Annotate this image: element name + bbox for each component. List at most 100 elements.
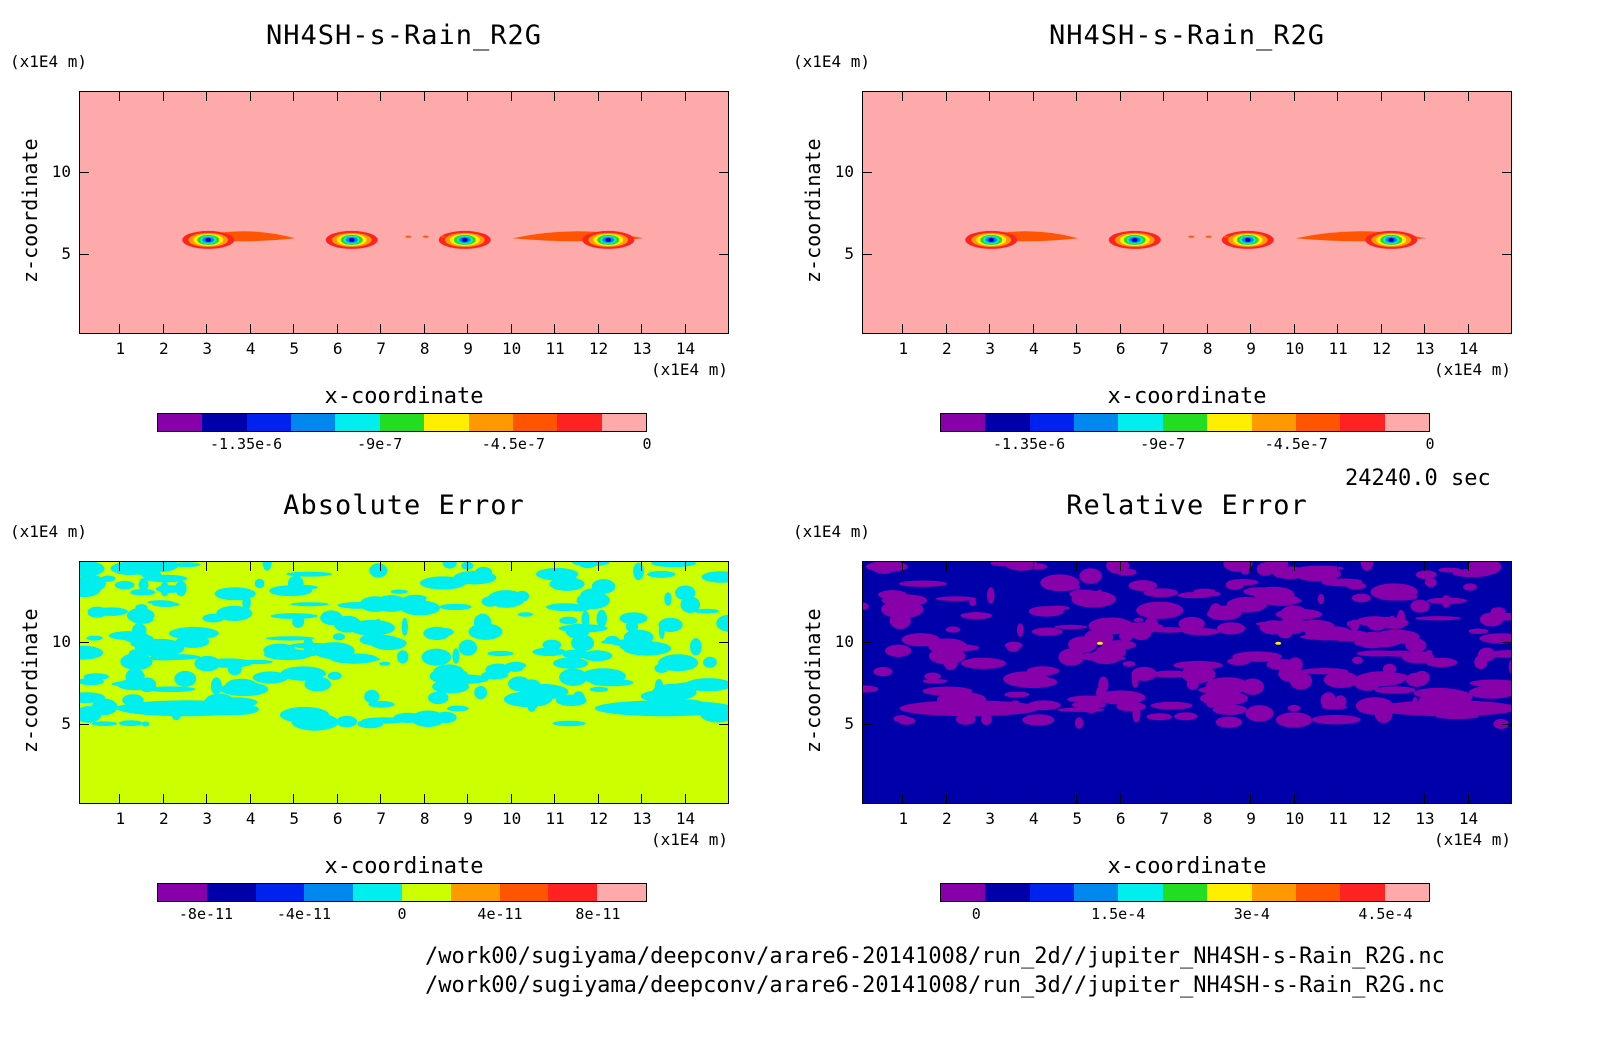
y-tick-mark — [862, 723, 872, 725]
noise-patch — [1131, 670, 1139, 688]
contour-blob — [988, 237, 995, 242]
noise-patch — [1351, 656, 1364, 664]
colorbar-tick-label: 4.5e-4 — [1358, 905, 1413, 923]
colorbar-swatch — [548, 884, 598, 901]
noise-patch — [169, 626, 219, 640]
x-tick-mark — [119, 91, 121, 101]
contour-blob — [1388, 237, 1395, 242]
x-tick-label: 6 — [1115, 809, 1126, 828]
y-tick-label: 5 — [844, 243, 854, 263]
noise-patch — [227, 663, 242, 676]
noise-patch — [485, 663, 512, 676]
chart-panel: Absolute Error (x1E4 m) z-coordinate 1 2 3 4 5 6… — [0, 470, 783, 940]
noise-patch — [960, 612, 993, 620]
x-tick-label: 3 — [202, 809, 213, 828]
x-tick-mark — [1337, 794, 1339, 804]
x-tick-label: 2 — [158, 339, 169, 358]
plot-area — [79, 91, 729, 334]
noise-patch — [922, 678, 948, 684]
y-tick-label: 5 — [61, 713, 71, 733]
noise-patch — [369, 563, 388, 578]
colorbar-swatch — [158, 884, 207, 901]
noise-patch — [1493, 718, 1509, 729]
x-tick-label: 14 — [1458, 339, 1479, 358]
x-tick-label: 2 — [941, 809, 952, 828]
x-tick-label: 10 — [1284, 339, 1305, 358]
x-tick-mark — [554, 324, 556, 334]
noise-patch — [1346, 582, 1367, 590]
plot-svg — [182, 230, 644, 249]
y-unit-label: (x1E4 m) — [793, 522, 871, 541]
x-tick-mark — [510, 91, 512, 101]
noise-patch — [596, 609, 607, 628]
colorbar-tick-label: 0 — [397, 905, 407, 923]
colorbar-swatch — [985, 414, 1030, 431]
colorbar-swatch — [335, 414, 380, 431]
noise-patch — [1226, 596, 1268, 613]
x-tick-mark — [423, 91, 425, 101]
colorbar-tick-label: -1.35e-6 — [209, 435, 283, 453]
x-tick-mark — [510, 794, 512, 804]
colorbar-swatch — [424, 414, 469, 431]
colorbar-swatch — [1074, 884, 1119, 901]
x-tick-mark — [119, 794, 121, 804]
noise-patch — [1287, 704, 1301, 712]
colorbar-swatch — [1207, 414, 1252, 431]
x-tick-mark — [641, 561, 643, 571]
x-tick-label: 8 — [1202, 809, 1213, 828]
y-unit-label: (x1E4 m) — [10, 52, 88, 71]
noise-patch — [1438, 567, 1462, 573]
noise-patch — [572, 562, 610, 567]
noise-patch — [1351, 593, 1371, 603]
noise-patch — [1071, 590, 1117, 608]
noise-patch — [658, 617, 683, 632]
x-tick-mark — [336, 324, 338, 334]
noise-patch — [987, 587, 995, 604]
noise-patch — [421, 648, 452, 666]
noise-patch — [1272, 566, 1308, 580]
noise-patch — [581, 650, 613, 662]
noise-patch — [118, 720, 143, 727]
noise-patch — [447, 705, 469, 712]
noise-patch — [1263, 597, 1302, 605]
x-tick-label: 11 — [545, 809, 565, 828]
noise-patch — [1101, 640, 1137, 650]
plot-area — [79, 561, 729, 804]
x-tick-mark — [380, 794, 382, 804]
y-tick-mark — [79, 253, 89, 255]
noise-patch — [1469, 679, 1511, 687]
x-tick-label: 1 — [898, 339, 909, 358]
noise-patch — [969, 598, 977, 606]
noise-patch — [517, 612, 533, 617]
noise-patch — [1425, 657, 1458, 668]
noise-patch — [120, 653, 153, 671]
x-tick-label: 14 — [1458, 809, 1479, 828]
noise-arc — [899, 700, 1040, 717]
noise-patch — [690, 638, 702, 656]
chart-title: NH4SH-s-Rain_R2G — [1048, 20, 1326, 51]
noise-patch — [423, 626, 451, 641]
x-tick-mark — [380, 91, 382, 101]
y-tick-label: 10 — [834, 162, 854, 182]
x-tick-mark — [1380, 561, 1382, 571]
plot-svg — [863, 562, 1511, 729]
noise-patch — [1115, 568, 1137, 576]
noise-patch — [658, 654, 699, 672]
noise-patch — [125, 668, 145, 686]
noise-patch — [1193, 588, 1216, 594]
x-tick-mark — [1119, 794, 1121, 804]
x-tick-label: 13 — [632, 809, 652, 828]
x-tick-mark — [293, 91, 295, 101]
noise-patch — [1198, 685, 1243, 695]
colorbar-swatch — [379, 414, 425, 431]
x-unit-label: (x1E4 m) — [1434, 830, 1512, 849]
y-tick-mark — [719, 172, 729, 174]
noise-patch — [147, 600, 174, 605]
noise-patch — [135, 604, 148, 612]
plot-area — [862, 561, 1512, 804]
noise-patch — [411, 710, 445, 728]
noise-patch — [1349, 619, 1360, 631]
y-tick-mark — [1502, 642, 1512, 644]
noise-patch — [481, 596, 499, 607]
x-tick-mark — [249, 561, 251, 571]
